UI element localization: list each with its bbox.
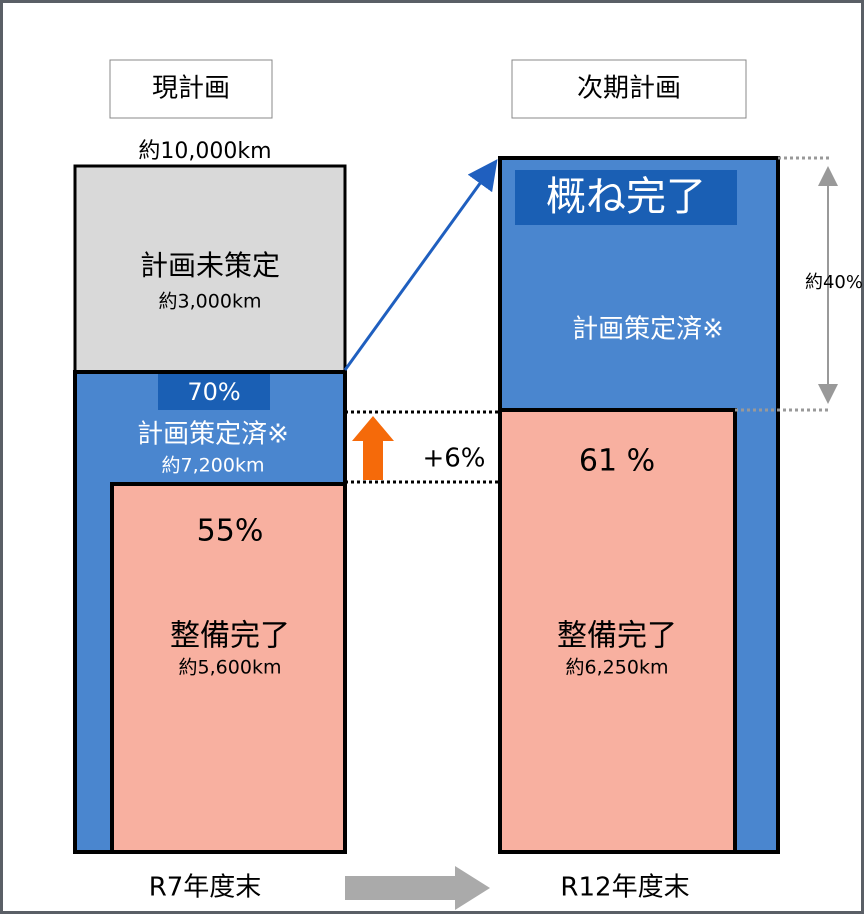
header-next: 次期計画 <box>577 74 681 104</box>
done-label: 整備完了 <box>170 619 290 654</box>
done-rate: 61 % <box>579 444 655 479</box>
done-block <box>498 408 737 854</box>
period-next: R12年度末 <box>560 873 689 903</box>
complete-label: 概ね完了 <box>546 174 706 220</box>
done-length: 約6,250km <box>566 657 669 679</box>
planned-label: 計画策定済※ <box>572 315 724 345</box>
done-rate: 55% <box>197 514 264 549</box>
planned-length: 約7,200km <box>162 455 265 477</box>
growth-arrow <box>343 159 498 371</box>
increase-arrow <box>352 416 394 480</box>
increase-label: +6% <box>422 444 485 474</box>
done-block <box>110 482 347 854</box>
share-label: 約40% <box>805 272 863 293</box>
header-box <box>109 59 273 119</box>
planned-rate: 70% <box>187 378 240 406</box>
period-arrow <box>345 866 490 910</box>
rate-badge <box>158 374 270 410</box>
total-label: 約10,000km <box>138 139 271 164</box>
unplanned-length: 約3,000km <box>159 291 262 313</box>
header-box <box>511 59 747 119</box>
done-label: 整備完了 <box>557 619 677 654</box>
planned-label: 計画策定済※ <box>137 420 289 450</box>
complete-badge <box>515 170 737 225</box>
period-current: R7年度末 <box>149 873 262 903</box>
unplanned-block <box>73 164 347 374</box>
header-current: 現計画 <box>152 74 230 104</box>
done-length: 約5,600km <box>179 657 282 679</box>
unplanned-label: 計画未策定 <box>140 249 280 282</box>
